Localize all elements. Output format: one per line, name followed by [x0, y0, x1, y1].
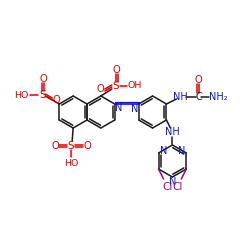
Text: C: C: [195, 92, 202, 102]
Text: S: S: [68, 141, 74, 151]
Text: N: N: [160, 146, 167, 156]
Text: S: S: [39, 90, 46, 100]
Text: NH: NH: [173, 92, 188, 102]
Text: N: N: [131, 104, 138, 114]
Text: S: S: [112, 81, 119, 91]
Text: OH: OH: [128, 82, 142, 90]
Text: HO: HO: [64, 158, 78, 168]
Text: O: O: [113, 65, 121, 75]
Text: O: O: [52, 95, 60, 105]
Text: Cl: Cl: [162, 182, 173, 192]
Text: O: O: [83, 141, 91, 151]
Text: N: N: [178, 146, 185, 156]
Text: O: O: [194, 75, 202, 85]
Text: O: O: [40, 74, 47, 84]
Text: N: N: [169, 177, 176, 187]
Text: NH₂: NH₂: [209, 92, 228, 102]
Text: HO: HO: [14, 90, 28, 100]
Text: NH: NH: [165, 127, 180, 137]
Text: Cl: Cl: [172, 182, 182, 192]
Text: O: O: [97, 84, 105, 94]
Text: O: O: [51, 141, 59, 151]
Text: N: N: [115, 103, 122, 113]
